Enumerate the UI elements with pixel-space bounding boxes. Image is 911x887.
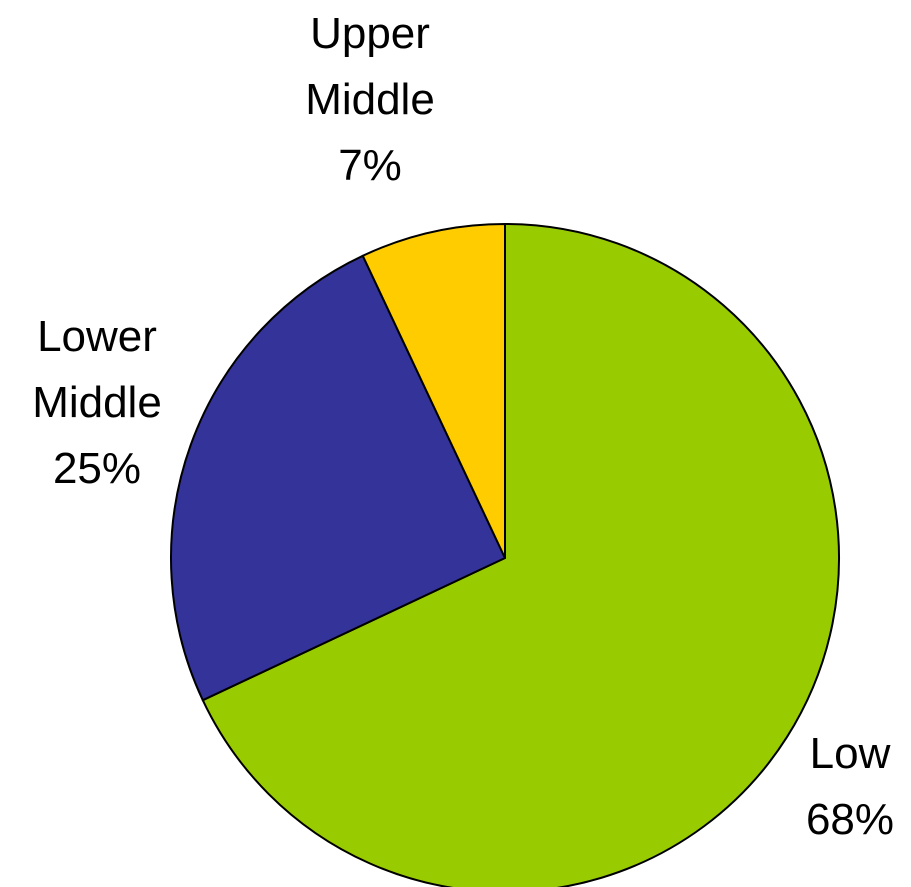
pie-label-line: Lower: [37, 312, 157, 361]
pie-slice-lower-middle: [170, 254, 506, 702]
pie-label-lower-middle: Lower Middle 25%: [32, 312, 162, 493]
pie-label-upper-middle: Upper Middle 7%: [305, 9, 435, 190]
pie-slices: [170, 223, 840, 887]
pie-label-line: 25%: [53, 444, 141, 493]
pie-slice-low: [201, 223, 840, 887]
pie-label-line: 68%: [806, 795, 894, 844]
pie-labels: Low 68% Lower Middle 25% Upper Middle 7%: [32, 9, 894, 844]
pie-label-line: Low: [810, 729, 891, 778]
pie-label-line: Middle: [32, 378, 162, 427]
pie-label-line: Middle: [305, 75, 435, 124]
pie-label-low: Low 68%: [806, 729, 894, 844]
pie-label-line: 7%: [338, 141, 402, 190]
pie-label-line: Upper: [310, 9, 430, 58]
pie-slice-upper-middle: [361, 223, 506, 559]
